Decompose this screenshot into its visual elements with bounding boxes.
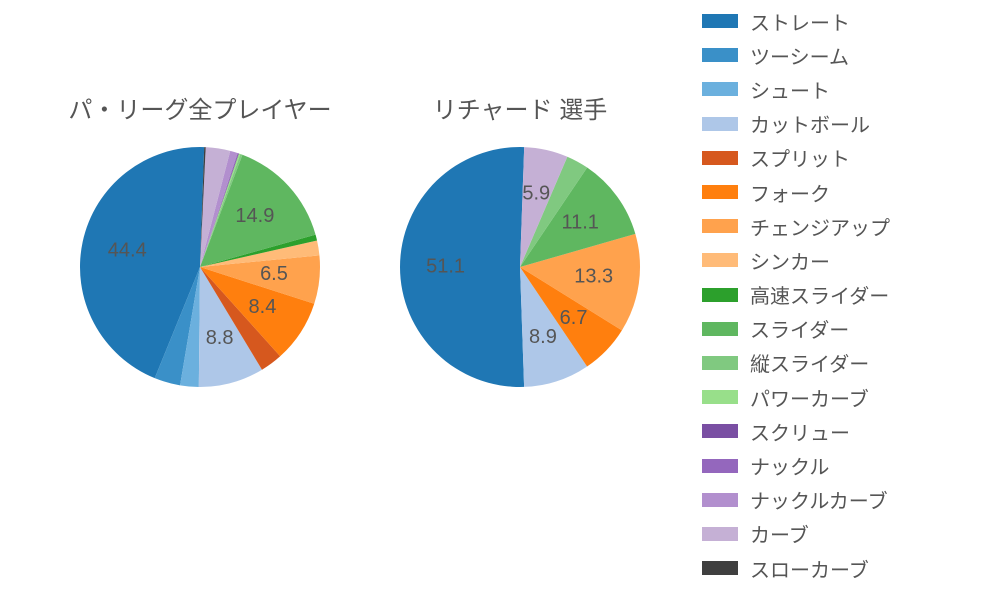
legend-label: シンカー [750, 246, 830, 275]
legend-swatch [702, 459, 738, 473]
legend-item: ツーシーム [702, 38, 982, 72]
legend-label: 高速スライダー [750, 280, 889, 309]
legend-swatch [702, 185, 738, 199]
legend-label: シュート [750, 75, 830, 104]
legend-item: パワーカーブ [702, 380, 982, 414]
legend-swatch [702, 493, 738, 507]
legend-swatch [702, 424, 738, 438]
legend-swatch [702, 253, 738, 267]
legend-label: ナックルカーブ [750, 485, 888, 514]
pie-chart: パ・リーグ全プレイヤー 44.4 8.8 8.4 6.5 14.9 [40, 90, 360, 391]
legend-item: スプリット [702, 141, 982, 175]
pie-chart: リチャード 選手 51.1 8.96.7 13.3 11.1 5.9 [360, 90, 680, 391]
legend-item: ナックルカーブ [702, 483, 982, 517]
legend-item: フォーク [702, 175, 982, 209]
pie-slice-label: 44.4 [108, 240, 147, 262]
pie-slice-label: 8.4 [249, 296, 277, 318]
legend-swatch [702, 14, 738, 28]
legend-swatch [702, 561, 738, 575]
legend-swatch [702, 527, 738, 541]
pie-title: パ・リーグ全プレイヤー [40, 90, 360, 125]
legend-item: 高速スライダー [702, 278, 982, 312]
pie-slice-label: 6.7 [560, 307, 588, 329]
legend-item: チェンジアップ [702, 209, 982, 243]
pie-chart-area: パ・リーグ全プレイヤー 44.4 8.8 8.4 6.5 14.9 リチャード 選手 51.1… [0, 0, 680, 600]
legend-label: 縦スライダー [750, 348, 869, 377]
pie-slice-label: 6.5 [260, 263, 288, 285]
legend-item: ナックル [702, 448, 982, 482]
pie-slice-label: 5.9 [522, 183, 550, 205]
legend-item: カットボール [702, 107, 982, 141]
legend-label: スライダー [750, 314, 849, 343]
legend-label: チェンジアップ [750, 212, 890, 241]
pie-svg: 51.1 8.96.7 13.3 11.1 5.9 [396, 143, 644, 391]
legend-item: スライダー [702, 312, 982, 346]
legend-label: フォーク [750, 178, 830, 207]
legend-swatch [702, 219, 738, 233]
legend-item: スローカーブ [702, 551, 982, 585]
legend-label: パワーカーブ [750, 383, 869, 412]
legend-item: スクリュー [702, 414, 982, 448]
legend-label: スプリット [750, 143, 850, 172]
legend: ストレートツーシームシュートカットボールスプリットフォークチェンジアップシンカー… [702, 4, 982, 585]
legend-item: シュート [702, 72, 982, 106]
legend-label: スローカーブ [750, 554, 869, 583]
pie-slice-label: 13.3 [574, 266, 613, 288]
legend-swatch [702, 356, 738, 370]
legend-item: シンカー [702, 243, 982, 277]
legend-item: カーブ [702, 517, 982, 551]
legend-label: ナックル [750, 451, 829, 480]
pie-slice-label: 8.8 [206, 327, 234, 349]
legend-label: カーブ [750, 519, 809, 548]
legend-swatch [702, 288, 738, 302]
pie-title: リチャード 選手 [360, 90, 680, 125]
legend-item: ストレート [702, 4, 982, 38]
legend-label: スクリュー [750, 417, 850, 446]
legend-swatch [702, 151, 738, 165]
pie-slice-label: 14.9 [235, 205, 274, 227]
legend-label: ストレート [750, 7, 850, 36]
legend-swatch [702, 390, 738, 404]
legend-label: ツーシーム [750, 41, 849, 70]
pie-slice-label: 51.1 [426, 255, 465, 277]
legend-swatch [702, 322, 738, 336]
legend-swatch [702, 117, 738, 131]
legend-label: カットボール [750, 109, 870, 138]
pie-slice-label: 11.1 [561, 212, 598, 234]
legend-item: 縦スライダー [702, 346, 982, 380]
pie-slice-label: 8.9 [529, 326, 557, 348]
legend-swatch [702, 82, 738, 96]
legend-swatch [702, 48, 738, 62]
chart-container: パ・リーグ全プレイヤー 44.4 8.8 8.4 6.5 14.9 リチャード 選手 51.1… [0, 0, 1000, 600]
pie-svg: 44.4 8.8 8.4 6.5 14.9 [76, 143, 324, 391]
